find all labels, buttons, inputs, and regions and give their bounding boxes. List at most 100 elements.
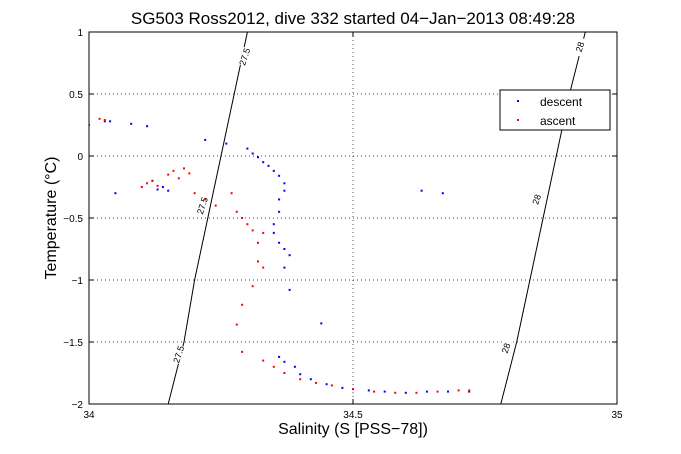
data-point-descent — [425, 390, 428, 393]
legend-box — [499, 89, 611, 131]
contour-label-bg — [528, 188, 545, 210]
x-axis-label: Salinity (S [PSS−78]) — [278, 421, 428, 438]
data-point-descent — [278, 241, 281, 244]
data-point-ascent — [230, 192, 233, 195]
x-tick-label: 34 — [83, 410, 95, 421]
axis-ticks: 34 34.5 35 −2 −1.5 −1 −0.5 0 0.5 1 — [63, 28, 623, 421]
data-point-ascent — [257, 241, 259, 244]
data-point-ascent — [103, 119, 106, 121]
data-point-descent — [267, 164, 270, 167]
data-point-ascent — [262, 359, 265, 362]
contour-label-bg — [571, 36, 588, 57]
data-point-descent — [283, 182, 286, 185]
data-point-descent — [257, 156, 259, 159]
data-point-ascent — [330, 384, 333, 387]
legend-marker-descent — [517, 100, 519, 102]
data-point-ascent — [241, 350, 244, 353]
data-point-descent — [309, 378, 312, 381]
data-point-descent — [146, 125, 149, 128]
legend-marker-ascent — [517, 119, 519, 121]
data-point-ascent — [415, 391, 418, 394]
data-point-ascent — [373, 390, 376, 393]
x-tick-label: 34.5 — [343, 410, 363, 421]
data-point-descent — [441, 192, 444, 195]
data-point-descent — [130, 122, 133, 125]
data-point-descent — [251, 152, 254, 155]
y-tick-label: 0.5 — [69, 90, 83, 101]
data-point-descent — [288, 288, 291, 291]
data-point-ascent — [235, 323, 238, 326]
data-point-ascent — [272, 365, 275, 368]
data-point-ascent — [151, 179, 154, 182]
data-point-ascent — [251, 285, 254, 288]
data-point-descent — [156, 188, 159, 191]
data-point-ascent — [251, 229, 254, 232]
data-point-descent — [283, 248, 286, 250]
data-point-descent — [167, 189, 170, 192]
data-point-ascent — [262, 266, 265, 269]
data-point-ascent — [146, 182, 149, 185]
data-point-ascent — [183, 167, 185, 170]
data-point-descent — [278, 198, 281, 201]
data-point-descent — [278, 355, 281, 358]
y-tick-label: 1 — [77, 28, 83, 39]
data-point-ascent — [172, 169, 175, 172]
data-point-descent — [161, 186, 164, 188]
data-point-descent — [278, 174, 281, 177]
data-point-ascent — [214, 204, 217, 207]
data-point-ascent — [436, 390, 439, 393]
y-tick-label: −1 — [72, 276, 84, 287]
data-point-ascent — [188, 172, 191, 175]
data-point-descent — [103, 120, 106, 123]
data-point-descent — [367, 389, 370, 392]
legend: descent ascent — [499, 89, 611, 131]
data-point-ascent — [156, 184, 159, 187]
data-point-descent — [288, 254, 291, 257]
data-point-descent — [272, 169, 275, 172]
data-point-descent — [262, 161, 265, 164]
data-point-ascent — [167, 173, 170, 176]
data-point-descent — [278, 210, 281, 213]
data-point-ascent — [235, 210, 238, 213]
data-point-ascent — [257, 260, 259, 263]
data-point-ascent — [177, 177, 180, 180]
data-point-ascent — [299, 378, 302, 381]
data-point-ascent — [204, 198, 207, 201]
contour-label: 28 — [530, 193, 543, 206]
contour-label: 28 — [500, 342, 513, 355]
data-point-descent — [325, 383, 328, 386]
data-point-descent — [293, 365, 296, 368]
contour-label-bg — [497, 337, 514, 359]
data-point-ascent — [98, 117, 101, 120]
data-point-ascent — [283, 372, 286, 374]
data-point-ascent — [315, 381, 317, 384]
data-point-descent — [246, 147, 249, 150]
chart-title: SG503 Ross2012, dive 332 started 04−Jan−… — [131, 9, 575, 28]
y-tick-label: −0.5 — [63, 214, 83, 225]
data-point-descent — [383, 390, 386, 393]
data-point-descent — [225, 142, 228, 145]
data-point-descent — [283, 266, 286, 269]
data-point-descent — [404, 391, 407, 394]
y-tick-label: −2 — [72, 400, 84, 411]
data-point-descent — [283, 189, 286, 192]
contour-line-27.5 — [167, 32, 248, 404]
data-point-ascent — [394, 391, 397, 394]
data-points — [89, 117, 471, 394]
data-point-descent — [204, 138, 207, 141]
data-point-ascent — [241, 303, 244, 306]
data-point-ascent — [193, 192, 196, 195]
data-point-descent — [468, 390, 471, 393]
data-point-ascent — [246, 223, 249, 226]
y-tick-label: −1.5 — [63, 338, 83, 349]
y-axis-label: Temperature (°C) — [43, 157, 60, 280]
data-point-ascent — [241, 217, 244, 219]
data-point-descent — [320, 322, 323, 325]
contour-label-bg — [236, 46, 253, 67]
data-point-descent — [283, 360, 286, 363]
contour-label-bg — [170, 343, 187, 365]
data-point-descent — [447, 390, 449, 393]
legend-label-ascent: ascent — [540, 114, 576, 128]
contour-label: 28 — [574, 41, 587, 54]
